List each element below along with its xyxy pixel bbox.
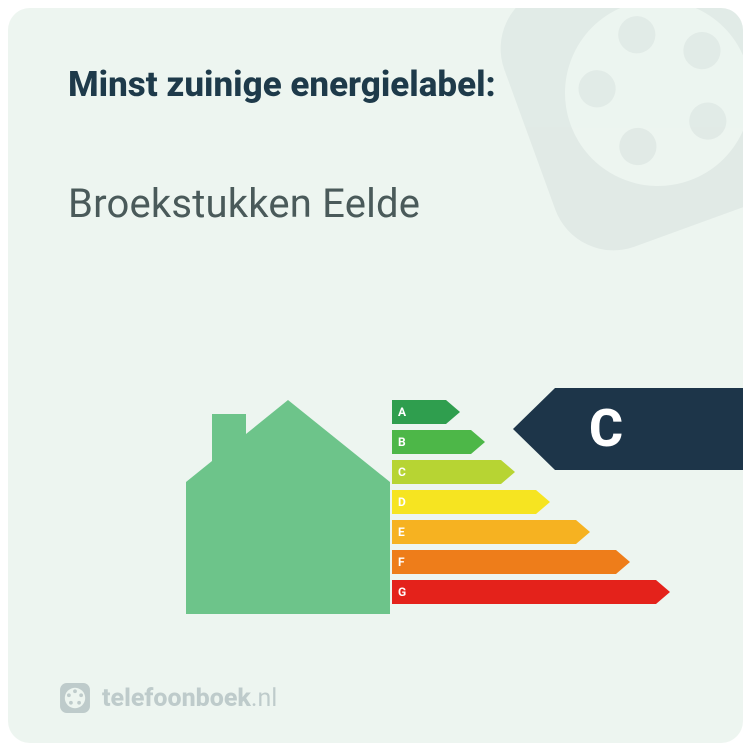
bar-letter: C [398, 460, 406, 484]
bar-letter: F [398, 550, 405, 574]
bar-letter: E [398, 520, 405, 544]
bar-separator [390, 490, 392, 514]
energy-bar-E: E [390, 520, 670, 544]
brand-text: telefoonboek.nl [102, 684, 277, 713]
bar-separator [390, 550, 392, 574]
bar-separator [390, 460, 392, 484]
energy-bar-G: G [390, 580, 670, 604]
bar-separator [390, 430, 392, 454]
location-name: Broekstukken Eelde [68, 180, 420, 227]
bar-shape [390, 490, 550, 514]
bar-letter: G [398, 580, 406, 604]
brand-dial-icon [58, 681, 92, 715]
bar-shape [390, 460, 515, 484]
footer-brand: telefoonboek.nl [58, 681, 277, 715]
bar-letter: D [398, 490, 406, 514]
card: Minst zuinige energielabel: Broekstukken… [8, 8, 743, 743]
bar-letter: B [398, 430, 406, 454]
bar-shape [390, 550, 630, 574]
bar-shape [390, 580, 670, 604]
bar-separator [390, 520, 392, 544]
energy-bar-D: D [390, 490, 670, 514]
bar-shape [390, 520, 590, 544]
energy-bar-F: F [390, 550, 670, 574]
badge-letter: C [589, 388, 623, 470]
bar-letter: A [398, 400, 406, 424]
house-icon [186, 400, 390, 614]
selected-label-badge: C [513, 388, 743, 470]
brand-tld: .nl [251, 684, 277, 713]
badge-arrow-shape [513, 388, 743, 470]
brand-name: telefoonboek [102, 684, 251, 713]
bar-separator [390, 580, 392, 604]
watermark-dial-icon [459, 8, 743, 292]
bar-separator [390, 400, 392, 424]
page-title: Minst zuinige energielabel: [68, 64, 496, 105]
